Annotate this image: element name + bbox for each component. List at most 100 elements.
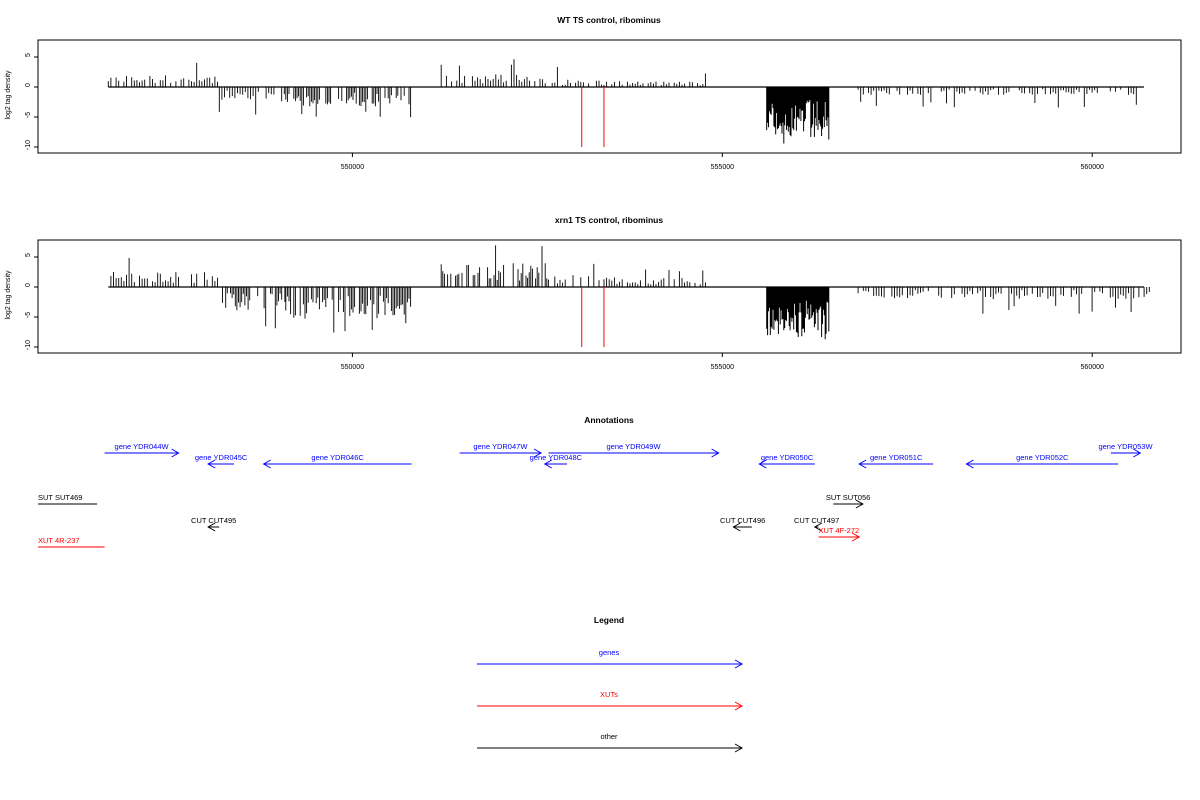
arrow-head (734, 743, 744, 753)
arrow-head (851, 532, 861, 542)
arrow-head (207, 522, 216, 532)
feature-label: CUT CUT497 (794, 516, 839, 525)
annotations-track: Annotations gene YDR044W gene YDR045C gene… (38, 415, 1153, 548)
y-tick-label: 0 (25, 283, 32, 287)
y-tick-label: 5 (25, 253, 32, 257)
signal-bars (857, 87, 1137, 108)
annotation-feature: gene YDR049W (548, 442, 720, 458)
x-tick-label: 555000 (711, 164, 734, 171)
feature-label: CUT CUT496 (720, 516, 765, 525)
annotation-feature: gene YDR045C (195, 453, 248, 469)
feature-label: gene YDR046C (311, 453, 364, 462)
feature-label: SUT SUT469 (38, 493, 82, 502)
legend-label: genes (599, 648, 620, 657)
feature-label: gene YDR044W (115, 442, 170, 451)
feature-label: gene YDR051C (870, 453, 923, 462)
annotation-feature: CUT CUT495 (191, 516, 236, 532)
y-tick-label: -10 (25, 140, 32, 150)
annotation-feature: SUT SUT469 (38, 493, 98, 505)
arrow-head (855, 499, 864, 509)
annotation-feature: gene YDR051C (858, 453, 934, 469)
legend-label: XUTs (600, 690, 618, 699)
signal-bars (440, 59, 546, 87)
feature-label: XUT 4F-272 (818, 526, 859, 535)
panel-title: xrn1 TS control, ribominus (555, 215, 663, 225)
signal-bars (766, 87, 830, 144)
arrow-head (207, 459, 216, 469)
legend-title: Legend (594, 615, 624, 625)
x-tick-label: 555000 (711, 364, 734, 371)
signal-bars (218, 87, 285, 115)
signal-bars (110, 257, 218, 287)
annotation-feature: XUT 4R-237 (38, 536, 105, 548)
annotation-feature: SUT SUT056 (826, 493, 870, 509)
annotation-feature: gene YDR050C (758, 453, 815, 469)
annotations-title: Annotations (584, 415, 634, 425)
arrow-head (813, 522, 823, 532)
signal-bars (603, 269, 706, 287)
legend: Legend genes XUTs other (477, 615, 744, 753)
arrow-head (965, 459, 974, 469)
annotation-feature: gene YDR052C (965, 453, 1119, 469)
signal-bars (107, 62, 218, 87)
annotation-feature: CUT CUT497 (794, 516, 839, 532)
feature-label: gene YDR053W (1098, 442, 1153, 451)
annotation-feature: gene YDR047W (459, 442, 543, 458)
feature-label: gene YDR045C (195, 453, 248, 462)
feature-label: CUT CUT495 (191, 516, 236, 525)
x-tick-label: 550000 (341, 364, 364, 371)
feature-label: gene YDR048C (530, 453, 583, 462)
panel-wt: WT TS control, ribominus log2 tag densit… (5, 15, 1182, 171)
arrow-head (732, 522, 741, 532)
annotation-feature: gene YDR048C (530, 453, 583, 469)
signal-bars (603, 73, 706, 87)
arrow-head (1133, 448, 1142, 458)
annotation-feature: CUT CUT496 (720, 516, 765, 532)
x-tick-label: 560000 (1081, 364, 1104, 371)
legend-label: other (600, 732, 618, 741)
annotation-feature: gene YDR053W (1098, 442, 1153, 458)
y-axis-label: log2 tag density (5, 270, 12, 320)
feature-label: gene YDR049W (607, 442, 662, 451)
arrow-head (543, 459, 553, 469)
y-tick-label: -5 (25, 312, 32, 318)
x-tick-label: 560000 (1081, 164, 1104, 171)
arrow-head (858, 459, 867, 469)
y-tick-label: 0 (25, 83, 32, 87)
legend-item-other: other (477, 732, 744, 753)
legend-item-xut: XUTs (477, 690, 744, 711)
signal-bars (440, 245, 549, 287)
signal-bars (554, 263, 600, 287)
feature-label: gene YDR047W (473, 442, 528, 451)
signal-bars (285, 287, 412, 333)
signal-bars (222, 287, 286, 329)
feature-label: gene YDR050C (761, 453, 814, 462)
feature-label: gene YDR052C (1016, 453, 1069, 462)
arrow-head (262, 459, 271, 469)
signal-bars (857, 287, 1150, 314)
y-tick-label: 5 (25, 53, 32, 57)
feature-label: SUT SUT056 (826, 493, 870, 502)
arrow-head (171, 448, 180, 458)
plot-frame (37, 39, 1182, 154)
annotation-feature: XUT 4F-272 (818, 526, 861, 542)
signal-bars (766, 287, 830, 340)
panel-title: WT TS control, ribominus (557, 15, 661, 25)
y-axis-label: log2 tag density (5, 70, 12, 120)
x-tick-label: 550000 (341, 164, 364, 171)
annotation-feature: gene YDR046C (262, 453, 412, 469)
legend-item-gene: genes (477, 648, 744, 669)
arrow-head (758, 459, 767, 469)
y-tick-label: -5 (25, 112, 32, 118)
signal-bars (551, 67, 603, 87)
arrow-head (533, 448, 543, 458)
arrow-head (734, 701, 744, 711)
panel-xrn1: xrn1 TS control, ribominus log2 tag dens… (5, 215, 1182, 371)
arrow-head (734, 659, 744, 669)
plot-frame (37, 239, 1182, 354)
feature-label: XUT 4R-237 (38, 536, 80, 545)
annotation-feature: gene YDR044W (104, 442, 180, 458)
signal-bars (285, 87, 412, 118)
y-tick-label: -10 (25, 340, 32, 350)
